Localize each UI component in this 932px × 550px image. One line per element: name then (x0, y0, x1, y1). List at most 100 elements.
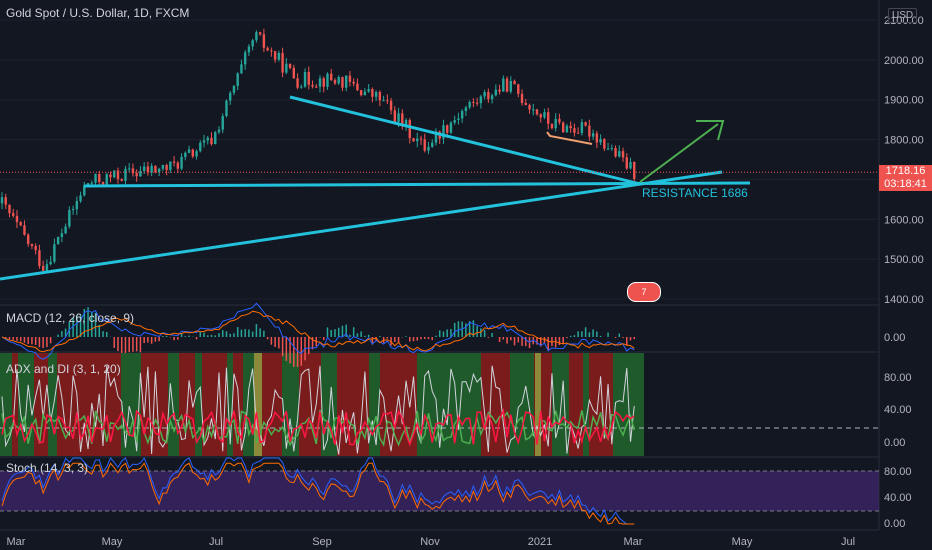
candle-body (404, 120, 408, 126)
event-badge[interactable]: 7 (627, 282, 661, 302)
last-price-tag: 1718.16 (879, 165, 932, 178)
candle-body (128, 168, 131, 170)
adx-tick: 0.00 (884, 437, 905, 449)
stoch-tick: 0.00 (884, 518, 905, 530)
adx-stripe (589, 353, 609, 456)
candle-body (139, 170, 142, 177)
adx-stripe (121, 353, 141, 456)
candle-body (505, 78, 509, 92)
candle-body (352, 81, 355, 84)
candle-body (262, 34, 266, 48)
adx-stripe (583, 353, 589, 456)
adx-tick: 80.00 (884, 372, 912, 384)
candle-body (184, 152, 187, 157)
adx-line (1, 365, 635, 455)
macd-label[interactable]: MACD (12, 26, close, 9) (6, 311, 135, 325)
candle-body (292, 67, 296, 79)
candle-body (101, 182, 105, 185)
candle-body (83, 185, 86, 196)
symbol-title: Gold Spot / U.S. Dollar, 1D, FXCM (6, 6, 190, 20)
candle-body (393, 110, 397, 122)
candle-body (296, 78, 299, 88)
candle-body (195, 151, 198, 157)
candle-body (270, 50, 273, 52)
candle-body (344, 75, 348, 88)
candle-body (606, 148, 610, 150)
falling-trendline (289, 95, 641, 186)
candle-body (330, 73, 333, 81)
candle-body (300, 86, 303, 88)
candle-body (60, 233, 64, 237)
candle-body (206, 137, 209, 141)
candle-body (595, 133, 599, 143)
candle-body (550, 123, 554, 129)
candle-body (56, 236, 60, 245)
adx-stripe (114, 353, 121, 456)
candle-body (629, 161, 632, 169)
currency-label[interactable]: USD (888, 8, 918, 23)
adx-stripe (195, 353, 202, 456)
candle-body (442, 125, 445, 139)
candle-body (580, 122, 584, 134)
candle-body (113, 170, 116, 178)
candle-body (251, 40, 254, 47)
candle-body (221, 115, 224, 130)
adx-stripe (358, 353, 369, 456)
candle-body (348, 75, 352, 82)
candle-body (569, 125, 572, 129)
candle-body (397, 113, 400, 122)
candle-body (382, 100, 385, 102)
candle-body (34, 245, 37, 251)
candle-body (8, 204, 11, 214)
time-label: May (732, 536, 753, 548)
candle-body (498, 89, 501, 92)
adx-stripe (503, 353, 510, 456)
adx-stripe (282, 353, 299, 456)
candle-body (0, 197, 4, 204)
candle-body (513, 80, 516, 85)
di-minus-line (1, 407, 635, 447)
candle-body (23, 225, 26, 235)
adx-stripe (609, 353, 613, 456)
time-label: Mar (624, 536, 643, 548)
candle-body (532, 109, 535, 111)
time-label: Nov (420, 536, 440, 548)
candle-body (341, 77, 344, 88)
candle-body (311, 84, 314, 87)
adx-stripe (268, 353, 282, 456)
adx-label[interactable]: ADX and DI (3, 1, 20) (6, 362, 121, 376)
candle-body (524, 102, 527, 106)
candle-body (453, 120, 456, 123)
candle-body (161, 165, 165, 169)
adx-stripe (18, 353, 29, 456)
candle-body (26, 234, 30, 244)
candle-body (240, 64, 243, 74)
stoch-label[interactable]: Stoch (14, 3, 3) (6, 461, 89, 475)
signal-line (1, 310, 635, 353)
stoch-tick: 40.00 (884, 492, 912, 504)
candle-body (236, 73, 239, 86)
candle-body (154, 165, 157, 173)
macd-line (1, 302, 635, 360)
adx-stripe (317, 353, 321, 456)
adx-stripe (425, 353, 444, 456)
candle-body (150, 165, 153, 173)
candle-body (116, 170, 120, 180)
candle-body (363, 91, 367, 96)
candle-body (49, 261, 52, 265)
candle-body (333, 80, 337, 84)
candle-body (247, 46, 251, 53)
candle-body (225, 100, 228, 116)
adx-stripe (48, 353, 57, 456)
candle-body (412, 138, 415, 142)
adx-stripe (254, 353, 262, 456)
adx-stripe (299, 353, 305, 456)
candle-body (326, 73, 329, 87)
candle-body (258, 32, 262, 35)
candle-body (337, 77, 340, 84)
candle-body (172, 161, 176, 163)
candle-body (483, 92, 486, 97)
candle-body (15, 215, 19, 223)
candle-body (464, 107, 468, 112)
